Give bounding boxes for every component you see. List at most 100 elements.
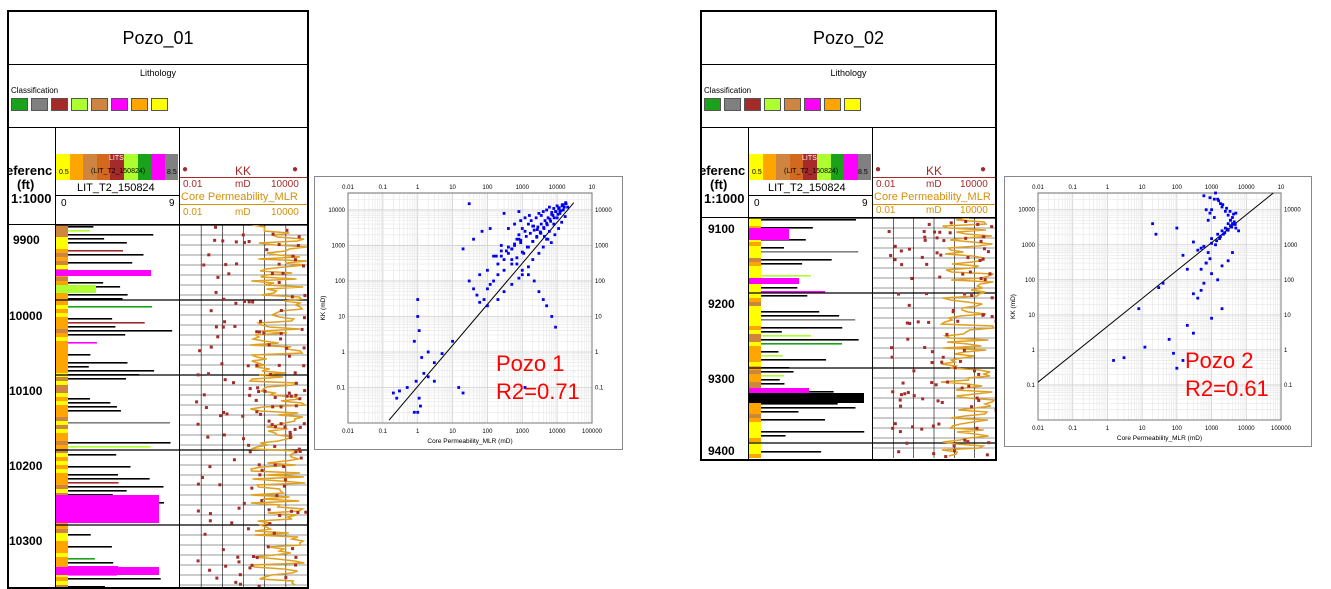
kk-sample-point <box>894 258 897 261</box>
lithology-band <box>56 409 68 413</box>
lithology-band <box>56 433 68 437</box>
scatter-point <box>1225 207 1228 210</box>
scatter-point <box>486 269 489 272</box>
lithology-band <box>749 258 761 262</box>
classification-swatch <box>824 98 841 111</box>
lit-scale-block <box>749 154 763 180</box>
lithology-band <box>56 397 68 401</box>
x-tick-label: 10 <box>1139 426 1146 432</box>
scatter-point <box>478 301 481 304</box>
x-top-tick-label: 1000 <box>516 185 530 191</box>
lithology-band <box>56 369 68 373</box>
kk-sample-point <box>299 450 302 453</box>
lithology-bar <box>761 295 807 297</box>
kk-sample-point <box>289 436 292 439</box>
depth-header-unit: (ft) <box>17 178 34 191</box>
lithology-band <box>749 426 761 430</box>
kk-sample-point <box>905 442 908 445</box>
lithology-bar <box>68 318 112 320</box>
scatter-point <box>1209 196 1212 199</box>
scatter-point <box>486 287 489 290</box>
scatter-point <box>545 209 548 212</box>
scatter-point <box>528 214 531 217</box>
lithology-band <box>56 325 68 329</box>
lithology-band <box>56 557 68 561</box>
lithology-bar <box>68 226 93 228</box>
kk-sample-point <box>280 332 283 335</box>
kk-sample-point <box>292 255 295 258</box>
kk-sample-point <box>215 577 218 580</box>
scatter-point <box>472 238 475 241</box>
kk-sample-point <box>303 389 306 392</box>
lithology-bar <box>68 534 91 536</box>
kk-sample-point <box>280 309 283 312</box>
scatter-point <box>1210 317 1213 320</box>
lithology-band <box>56 529 68 533</box>
lithology-band <box>56 577 68 581</box>
x-tick-label: 0.1 <box>379 429 388 435</box>
lithology-bar <box>761 359 826 361</box>
scatter-point <box>560 209 563 212</box>
kk-sample-point <box>970 294 973 297</box>
lithology-bar <box>761 407 855 409</box>
scatter-point <box>542 246 545 249</box>
lithology-band <box>56 465 68 469</box>
lithology-band <box>56 425 68 429</box>
lit-scale-min: 0 <box>61 198 67 209</box>
scatter-point <box>538 290 541 293</box>
kk-sample-point <box>986 453 989 456</box>
lithology-log-track <box>56 225 179 587</box>
kk-sample-point <box>921 256 924 259</box>
scatter-point <box>1229 219 1232 222</box>
scatter-point <box>1227 214 1230 217</box>
core-min: 0.01 <box>183 207 202 218</box>
scatter-point <box>538 252 541 255</box>
lithology-band <box>749 454 761 458</box>
kk-sample-point <box>963 293 966 296</box>
kk-sample-point <box>917 320 920 323</box>
scatter-point <box>503 269 506 272</box>
lithology-bar <box>761 263 802 265</box>
kk-sample-point <box>973 369 976 372</box>
lithology-band <box>56 389 68 393</box>
kk-sample-point <box>278 243 281 246</box>
classification-swatch <box>844 98 861 111</box>
scatter-point <box>1192 332 1195 335</box>
classification-swatches <box>11 98 168 111</box>
scatter-point <box>1143 346 1146 349</box>
kk-sample-point <box>210 346 213 349</box>
kk-sample-point <box>976 397 979 400</box>
kk-sample-point <box>222 548 225 551</box>
scatter-point <box>1216 278 1219 281</box>
lithology-band <box>56 581 68 585</box>
lithology-band <box>56 473 68 477</box>
scatter-point <box>533 280 536 283</box>
kk-sample-point <box>296 511 299 514</box>
kk-marker-left: ● <box>182 164 188 175</box>
y-axis-label: KK (mD) <box>320 296 327 321</box>
scatter-point <box>1229 210 1232 213</box>
kk-sample-point <box>979 259 982 262</box>
classification-swatch <box>31 98 48 111</box>
lithology-bar <box>68 558 95 560</box>
scatter-point <box>1221 264 1224 267</box>
depth-header-scale: 1:1000 <box>11 192 51 205</box>
lithology-band <box>749 338 761 342</box>
x-top-tick-label: 100 <box>482 185 493 191</box>
kk-sample-point <box>298 235 301 238</box>
kk-sample-point <box>933 231 936 234</box>
kk-sample-point <box>966 256 969 259</box>
kk-sample-point <box>243 502 246 505</box>
kk-sample-point <box>259 413 262 416</box>
kk-track-name: KK <box>235 164 251 178</box>
lithology-bar <box>68 230 90 232</box>
kk-sample-point <box>294 394 297 397</box>
lithology-band <box>56 457 68 461</box>
kk-sample-point <box>268 522 271 525</box>
scatter-point <box>1123 356 1126 359</box>
lithology-band <box>749 370 761 374</box>
annotation-text: Pozo 1 <box>496 351 565 376</box>
lithology-bar <box>761 343 842 345</box>
kk-sample-point <box>940 361 943 364</box>
